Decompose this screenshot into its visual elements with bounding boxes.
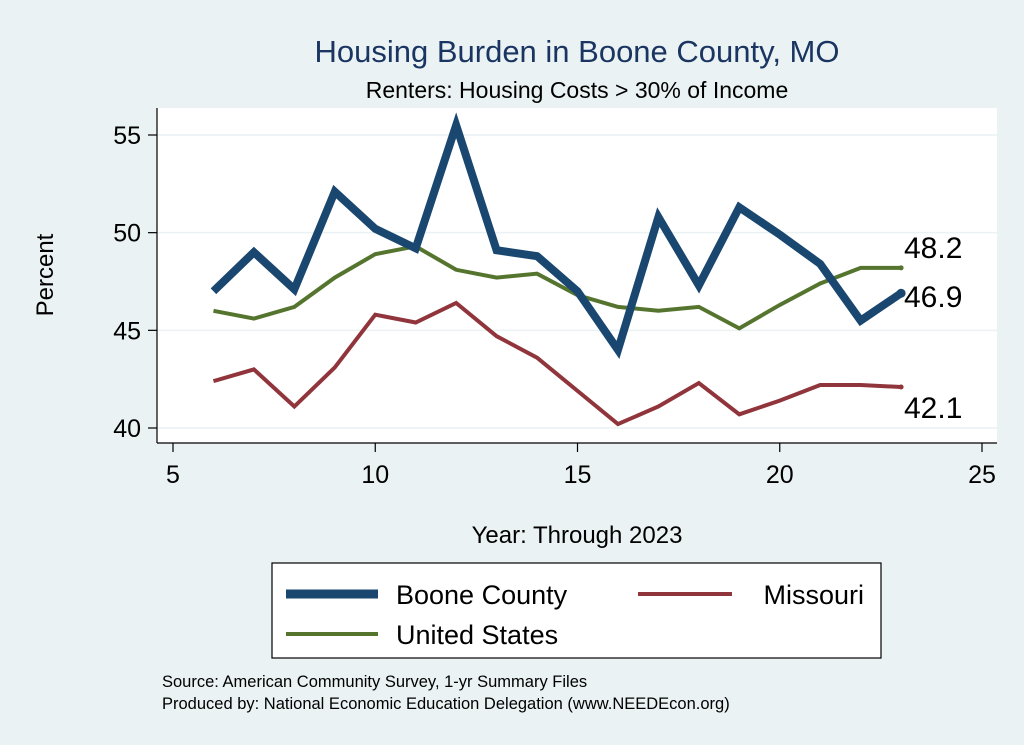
x-tick-label: 5 bbox=[166, 461, 180, 489]
x-tick-label: 15 bbox=[564, 461, 592, 489]
chart-title: Housing Burden in Boone County, MO bbox=[314, 34, 839, 69]
legend-label-missouri: Missouri bbox=[763, 580, 864, 610]
series-line-united-states bbox=[213, 244, 902, 331]
end-labels: 46.9 42.1 48.2 bbox=[904, 232, 962, 425]
legend-label-united-states: United States bbox=[396, 620, 558, 650]
x-tick-label: 20 bbox=[766, 461, 794, 489]
series-end-point bbox=[898, 384, 904, 390]
y-tick-label: 45 bbox=[113, 317, 141, 345]
y-tick-label: 40 bbox=[113, 415, 141, 443]
legend: Boone County Missouri United States bbox=[286, 580, 864, 650]
end-label-missouri: 42.1 bbox=[904, 392, 962, 425]
x-tick-label: 25 bbox=[968, 461, 996, 489]
y-tick-label: 50 bbox=[113, 220, 141, 248]
legend-label-boone-county: Boone County bbox=[396, 580, 568, 610]
end-label-boone-county: 46.9 bbox=[904, 281, 962, 314]
gridlines bbox=[157, 134, 997, 429]
source-line-2: Produced by: National Economic Education… bbox=[162, 695, 730, 713]
x-axis-label: Year: Through 2023 bbox=[472, 522, 683, 549]
series-end-point bbox=[898, 265, 904, 271]
legend-box bbox=[271, 562, 882, 659]
y-axis-label: Percent bbox=[32, 233, 59, 316]
x-tick-label: 10 bbox=[361, 461, 389, 489]
chart-subtitle: Renters: Housing Costs > 30% of Income bbox=[366, 77, 789, 103]
series-lines bbox=[210, 112, 906, 427]
end-label-united-states: 48.2 bbox=[904, 232, 962, 265]
series-line-missouri bbox=[212, 300, 902, 427]
series-end-point bbox=[896, 288, 906, 298]
source-line-1: Source: American Community Survey, 1-yr … bbox=[162, 673, 587, 691]
series-line-boone-county bbox=[210, 112, 904, 359]
y-tick-label: 55 bbox=[113, 122, 141, 150]
